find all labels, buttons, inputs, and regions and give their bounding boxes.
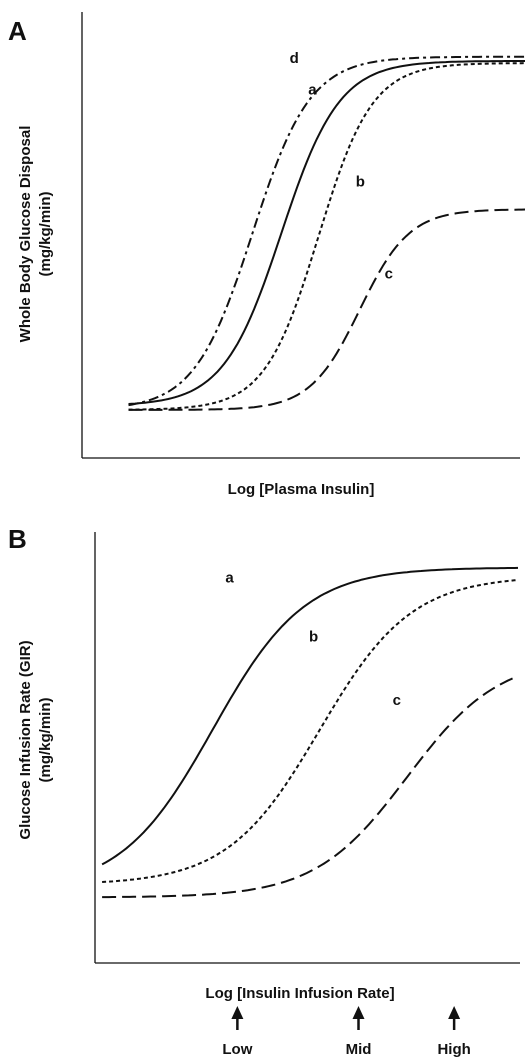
curve-label-a: a [308, 81, 317, 98]
dose-arrows: Low Mid High [222, 1006, 471, 1058]
y-axis-unit-b: (mg/kg/min) [37, 697, 54, 782]
curve-d [128, 55, 525, 407]
y-axis-label-b: Glucose Infusion Rate (GIR) (mg/kg/min) [17, 640, 54, 839]
y-axis-title-b: Glucose Infusion Rate (GIR) [17, 640, 34, 839]
y-axis-unit-a: (mg/kg/min) [37, 191, 54, 276]
curve-c [102, 675, 519, 899]
curve-c [128, 208, 525, 411]
arrow-label-mid: Mid [346, 1041, 372, 1058]
curve-b [128, 62, 525, 411]
arrow-mid: Mid [346, 1006, 372, 1058]
panel-b: B Log [Insulin Infusion Rate] Glucose In… [8, 524, 520, 1058]
arrow-label-high: High [437, 1041, 470, 1058]
arrow-up-icon [352, 1006, 365, 1019]
panel-letter-b: B [8, 524, 27, 554]
curves-b: a b c [101, 566, 519, 899]
y-axis-label-a: Whole Body Glucose Disposal (mg/kg/min) [17, 126, 54, 343]
curve-label-d: d [290, 50, 299, 67]
curve-label-a: a [225, 569, 234, 586]
curve-label-b: b [309, 629, 318, 646]
x-axis-label-b: Log [Insulin Infusion Rate] [205, 985, 394, 1002]
curve-label-c: c [393, 692, 401, 709]
curve-label-b: b [356, 173, 365, 190]
arrow-label-low: Low [222, 1041, 252, 1058]
y-axis-title-a: Whole Body Glucose Disposal [17, 126, 34, 343]
curve-b [102, 579, 519, 883]
arrow-low: Low [222, 1006, 253, 1058]
curve-a [101, 566, 519, 866]
curve-label-c: c [385, 265, 393, 282]
arrow-up-icon [231, 1006, 244, 1019]
arrow-up-icon [448, 1006, 461, 1019]
arrow-high: High [437, 1006, 471, 1058]
curve-a [128, 60, 525, 405]
panel-a: A Log [Plasma Insulin] Whole Body Glucos… [8, 12, 525, 498]
curves-a: a b c d [128, 50, 525, 411]
x-axis-label-a: Log [Plasma Insulin] [228, 481, 375, 498]
panel-letter-a: A [8, 16, 27, 46]
